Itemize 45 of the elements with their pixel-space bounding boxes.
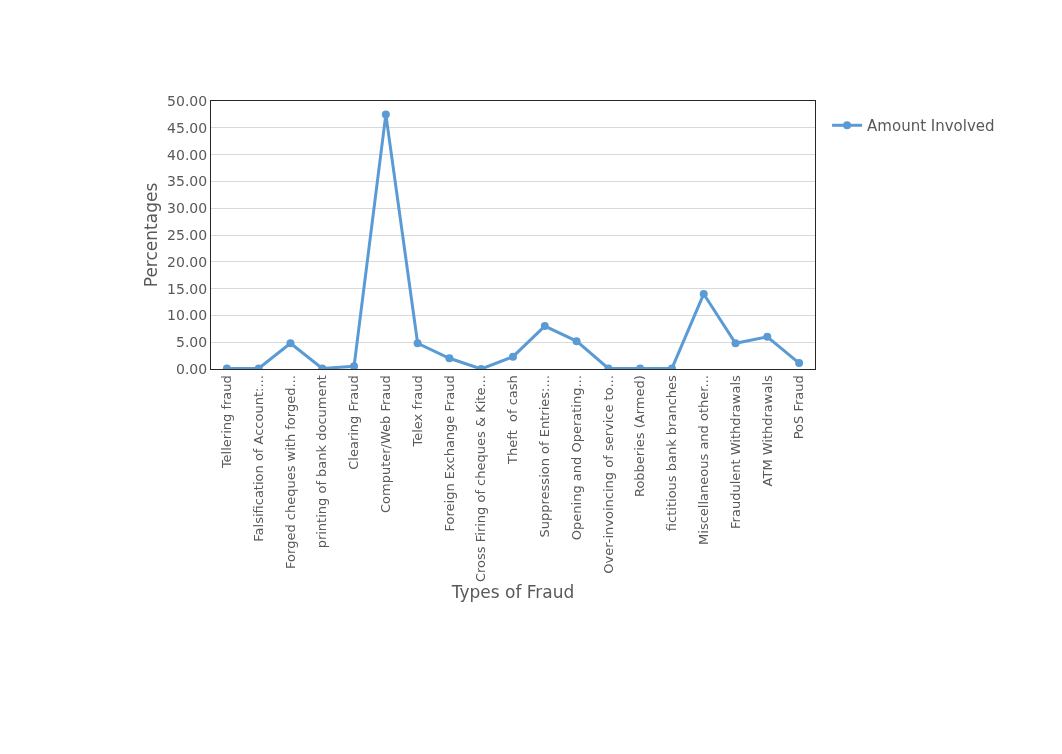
point	[286, 339, 295, 348]
y-tick-label: 20.00	[167, 253, 208, 270]
x-tick-label: Foreign Exchange Fraud	[441, 375, 457, 532]
x-axis-title: Types of Fraud	[450, 582, 575, 603]
y-tick-label: 15.00	[167, 280, 208, 297]
x-tick-label: Computer/Web Fraud	[378, 375, 394, 514]
y-tick-label: 40.00	[167, 146, 208, 163]
point	[731, 339, 740, 348]
point	[509, 352, 517, 361]
y-axis-title: Percentages	[140, 182, 161, 288]
point	[350, 362, 359, 369]
y-tick-label: 10.00	[167, 307, 208, 324]
y-tick-label: 0.00	[176, 360, 208, 377]
y-tick-label: 5.00	[176, 334, 208, 351]
x-tick-label: Fraudulent Withdrawals	[727, 374, 743, 529]
y-tick-label: 35.00	[167, 173, 208, 190]
x-tick-label: Tellering fraud	[219, 375, 235, 470]
x-tick-label: Over-invoincing of service to...	[600, 375, 616, 574]
x-tick-label: Robberies (Armed)	[632, 375, 648, 498]
point	[795, 359, 804, 368]
point	[413, 339, 422, 348]
point	[381, 110, 390, 119]
y-tick-label: 25.00	[167, 226, 208, 243]
x-tick-label: Miscellaneous and other...	[695, 375, 711, 545]
y-tick-label: 50.00	[167, 92, 208, 109]
x-tick-label: Cross Firing of cheques & Kite...	[473, 375, 489, 583]
x-tick-label: Suppression of Entries:...	[537, 375, 553, 538]
point	[572, 337, 581, 346]
x-tick-label: fictitious bank branches	[664, 374, 680, 532]
point	[445, 354, 454, 363]
point	[699, 289, 708, 298]
point	[763, 332, 772, 341]
x-tick-label: PoS Fraud	[791, 375, 807, 440]
x-tick-label: Theft of cash	[505, 375, 521, 465]
x-tick-label: ATM Withdrawals	[759, 374, 775, 487]
y-tick-label: 45.00	[167, 119, 208, 136]
x-tick-label: Forged cheques with forged...	[282, 375, 298, 569]
legend-label: Amount Involved	[867, 117, 995, 136]
x-tick-label: Clearing Fraud	[346, 375, 362, 470]
x-tick-label: Opening and Operating...	[568, 375, 584, 541]
y-tick-label: 30.00	[167, 200, 208, 217]
point	[540, 322, 549, 331]
x-tick-label: printing of bank document	[314, 375, 330, 549]
x-tick-label: Falsification of Account:...	[250, 375, 266, 542]
x-tick-label: Telex fraud	[409, 375, 425, 448]
